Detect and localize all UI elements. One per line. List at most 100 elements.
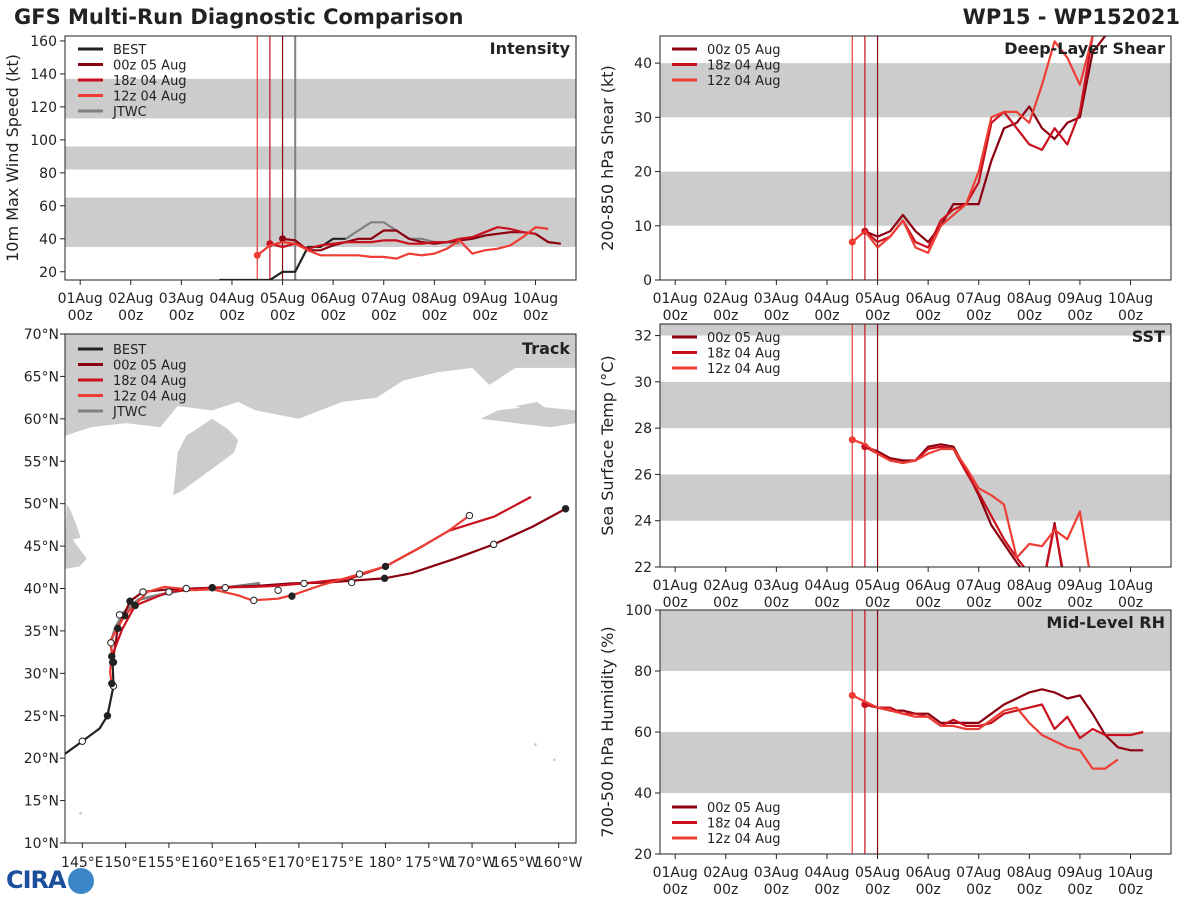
- x-tick-label-hour: 00z: [764, 308, 789, 324]
- x-tick-label-date: 07Aug: [361, 291, 406, 307]
- track-line-run18z: [110, 495, 532, 657]
- panel-title: SST: [1132, 327, 1165, 346]
- x-tick-label-hour: 00z: [219, 308, 244, 324]
- legend-label-jtwc: JTWC: [112, 105, 147, 120]
- x-tick-label-date: 08Aug: [1007, 291, 1052, 307]
- x-tick-label-date: 02Aug: [703, 578, 748, 594]
- x-tick-label-date: 10Aug: [513, 291, 558, 307]
- legend-label-run00z: 00z 05 Aug: [113, 359, 187, 374]
- y-tick-label: 140: [30, 67, 57, 83]
- series-start-dot-run12z: [848, 436, 856, 444]
- y-tick-label: 24: [634, 514, 652, 530]
- track-marker-run18z: [355, 570, 364, 578]
- legend-label-run18z: 18z 04 Aug: [707, 347, 781, 362]
- cira-logo: CIRA: [6, 866, 94, 894]
- x-tick-label-date: 04Aug: [804, 578, 849, 594]
- series-line-run00z: [282, 229, 561, 252]
- y-tick-label: 60: [39, 199, 57, 215]
- y-tick-label: 22: [634, 560, 652, 576]
- track-marker-run18z: [274, 586, 282, 594]
- land-mass: [65, 503, 81, 542]
- panel-shear: 01020304001Aug00z02Aug00z03Aug00z04Aug00…: [598, 35, 1172, 324]
- plot-area-sst: [660, 324, 1171, 567]
- lon-tick-label: 175°E: [321, 855, 364, 871]
- x-tick-label-date: 02Aug: [703, 291, 748, 307]
- series-line-run12z: [851, 438, 1090, 567]
- legend-label-run12z: 12z 04 Aug: [707, 362, 781, 377]
- x-tick-label-date: 05Aug: [260, 291, 305, 307]
- x-tick-label-date: 01Aug: [653, 865, 698, 881]
- panel-intensity: 2040608010012014016001Aug00z02Aug00z03Au…: [3, 34, 577, 324]
- shading-band: [660, 324, 1171, 336]
- shading-band: [65, 146, 576, 170]
- x-tick-label-hour: 00z: [865, 882, 890, 898]
- x-tick-label-date: 07Aug: [956, 291, 1001, 307]
- series-start-dot-run12z: [848, 691, 856, 699]
- legend-label-run00z: 00z 05 Aug: [113, 59, 187, 74]
- x-tick-label-date: 04Aug: [209, 291, 254, 307]
- plot-area-shear: [660, 36, 1171, 280]
- series-line-run00z: [864, 36, 1107, 244]
- map-area: [65, 334, 576, 815]
- y-tick-label: 32: [634, 329, 652, 345]
- x-tick-label-hour: 00z: [1118, 882, 1143, 898]
- track-marker-run00z: [288, 592, 296, 600]
- legend-label-run12z: 12z 04 Aug: [707, 832, 781, 847]
- x-tick-label-date: 10Aug: [1108, 578, 1153, 594]
- panel-title: Intensity: [490, 39, 571, 58]
- axes-frame: [64, 35, 577, 281]
- legend-label-run12z: 12z 04 Aug: [707, 74, 781, 89]
- y-axis-label: Sea Surface Temp (°C): [598, 355, 617, 535]
- x-tick-label-hour: 00z: [966, 308, 991, 324]
- shading-band: [660, 171, 1171, 226]
- lat-tick-label: 50°N: [24, 497, 59, 513]
- track-marker-run18z: [381, 562, 390, 571]
- legend-label-best: BEST: [113, 343, 146, 358]
- land-mass: [515, 401, 555, 415]
- y-axis-label: 700-500 hPa Humidity (%): [598, 626, 617, 837]
- track-marker-run00z: [250, 596, 258, 605]
- figure-title: GFS Multi-Run Diagnostic Comparison: [14, 5, 464, 29]
- y-tick-label: 160: [30, 34, 57, 50]
- wave-icon: [67, 868, 94, 894]
- series-line-run12z: [256, 226, 549, 260]
- x-tick-label-hour: 00z: [422, 308, 447, 324]
- lon-tick-label: 160°E: [191, 855, 234, 871]
- track-marker-run18z: [131, 601, 139, 610]
- x-tick-label-date: 08Aug: [412, 291, 457, 307]
- lon-tick-label: 160°W: [535, 855, 583, 871]
- x-tick-label-hour: 00z: [865, 595, 890, 611]
- track-marker-run00z: [139, 588, 147, 596]
- lat-tick-label: 60°N: [24, 412, 59, 428]
- track-marker-run12z: [108, 679, 116, 688]
- track-marker-run18z: [465, 511, 474, 520]
- x-tick-label-hour: 00z: [916, 882, 941, 898]
- land-mass: [65, 529, 87, 569]
- y-tick-label: 26: [634, 467, 652, 483]
- x-tick-label-hour: 00z: [713, 308, 738, 324]
- x-tick-label-date: 03Aug: [754, 291, 799, 307]
- lon-tick-label: 155°E: [148, 855, 191, 871]
- x-tick-label-date: 06Aug: [311, 291, 356, 307]
- track-marker-run00z: [561, 505, 570, 513]
- series-line-run18z: [864, 703, 1144, 740]
- legend-label-run00z: 00z 05 Aug: [707, 331, 781, 346]
- series-start-dot-run12z: [253, 251, 261, 259]
- x-tick-label-hour: 00z: [472, 308, 497, 324]
- y-tick-label: 28: [634, 421, 652, 437]
- series-line-run12z: [851, 694, 1119, 770]
- x-tick-label-hour: 00z: [764, 595, 789, 611]
- x-tick-label-date: 01Aug: [58, 291, 103, 307]
- track-marker-best: [78, 737, 87, 745]
- lat-tick-label: 40°N: [24, 582, 59, 598]
- lon-tick-label: 150°E: [104, 855, 147, 871]
- x-tick-label-date: 09Aug: [462, 291, 507, 307]
- lon-tick-label: 175°W: [405, 855, 453, 871]
- track-line-run00z: [111, 507, 567, 663]
- x-tick-label-date: 09Aug: [1057, 291, 1102, 307]
- x-tick-label-date: 06Aug: [906, 291, 951, 307]
- x-tick-label-hour: 00z: [916, 595, 941, 611]
- shading-band: [660, 732, 1171, 793]
- y-tick-label: 20: [634, 165, 652, 181]
